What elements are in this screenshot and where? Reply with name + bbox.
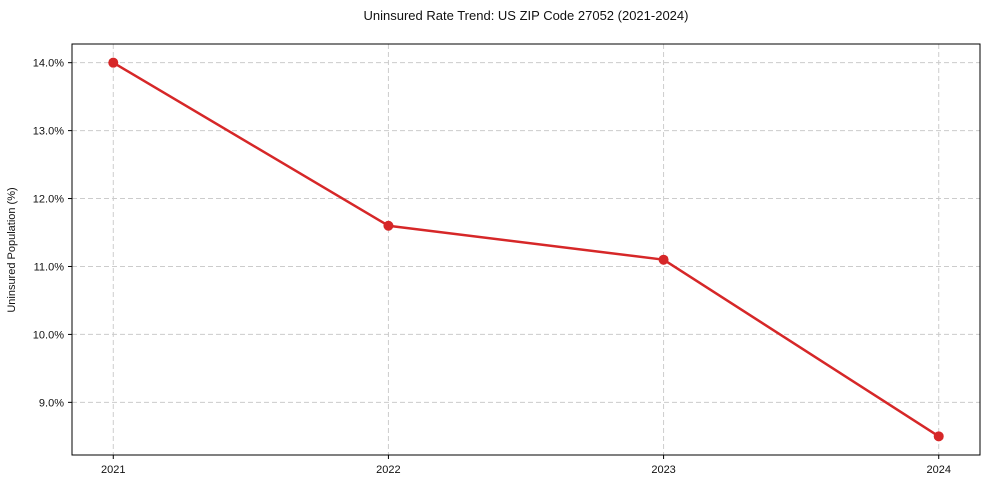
x-tick-label: 2022 <box>376 464 400 476</box>
chart-title: Uninsured Rate Trend: US ZIP Code 27052 … <box>363 8 689 23</box>
data-point <box>933 431 944 442</box>
x-tick-label: 2021 <box>101 464 125 476</box>
y-tick-label: 14.0% <box>33 58 64 70</box>
x-tick-label: 2024 <box>926 464 950 476</box>
axes-box <box>71 43 981 456</box>
data-point <box>108 57 119 68</box>
y-tick-label: 11.0% <box>34 261 65 273</box>
data-point <box>383 220 394 231</box>
y-tick-label: 12.0% <box>33 194 64 206</box>
trend-line <box>112 61 940 438</box>
y-tick-label: 9.0% <box>39 397 64 409</box>
x-tick-label: 2023 <box>651 464 675 476</box>
data-point <box>658 254 669 265</box>
y-tick-label: 13.0% <box>33 126 64 138</box>
y-tick-label: 10.0% <box>33 329 64 341</box>
